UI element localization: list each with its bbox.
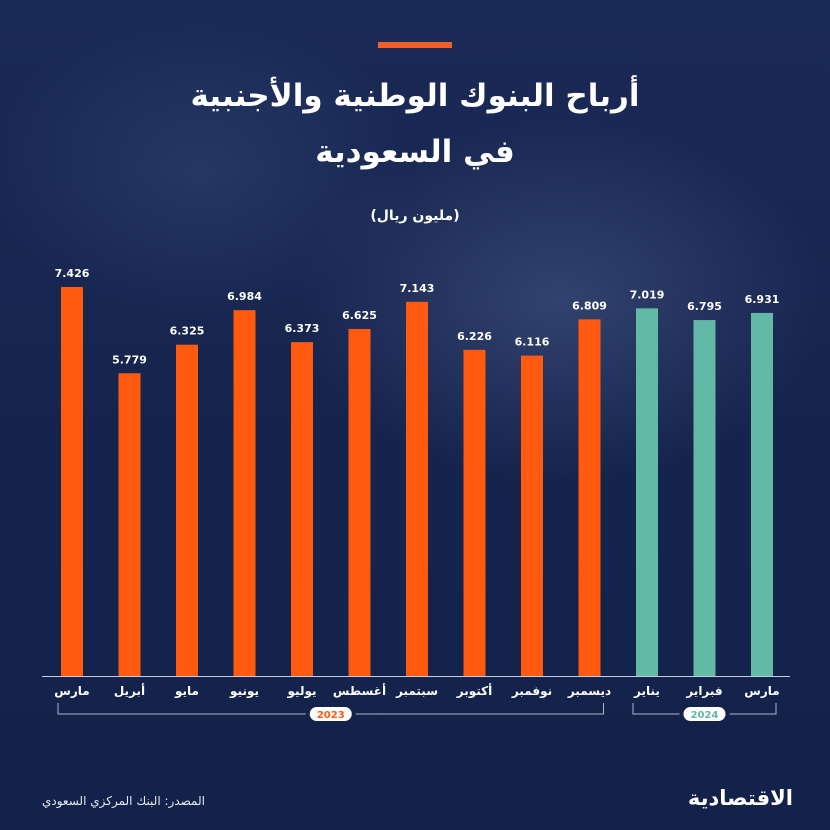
value-label: 6.325 bbox=[170, 325, 205, 338]
group-bracket-right bbox=[355, 703, 604, 715]
value-label: 7.019 bbox=[630, 288, 665, 301]
category-label: يناير bbox=[633, 684, 660, 698]
bar-أبريل bbox=[118, 373, 141, 676]
value-label: 7.426 bbox=[55, 267, 90, 280]
bar-مارس bbox=[751, 312, 773, 676]
group-bracket-right bbox=[729, 703, 777, 715]
category-label: أكتوبر bbox=[456, 683, 492, 699]
year-label: 2023 bbox=[317, 710, 345, 721]
year-pill bbox=[309, 707, 352, 721]
category-label: أغسطس bbox=[333, 683, 386, 698]
category-label: مايو bbox=[174, 684, 199, 699]
bar-فبراير bbox=[693, 320, 716, 676]
category-label: أبريل bbox=[114, 683, 145, 698]
value-label: 6.226 bbox=[457, 330, 492, 343]
bar-مارس bbox=[61, 287, 83, 676]
value-label: 6.931 bbox=[745, 293, 780, 306]
value-label: 6.795 bbox=[687, 300, 722, 313]
category-label: نوفمبر bbox=[511, 684, 552, 699]
bar-أكتوبر bbox=[463, 349, 486, 676]
category-label: مارس bbox=[54, 684, 89, 698]
category-label: يوليو bbox=[287, 684, 317, 699]
unit-label: (مليون ريال) bbox=[370, 208, 460, 224]
value-label: 6.116 bbox=[515, 336, 550, 349]
group-bracket-left bbox=[57, 703, 306, 715]
chart-title-line1: أرباح البنوك الوطنية والأجنبية bbox=[190, 78, 640, 114]
category-label: سبتمبر bbox=[395, 684, 438, 698]
value-label: 6.625 bbox=[342, 309, 377, 322]
bar-يوليو bbox=[291, 342, 313, 676]
value-label: 6.984 bbox=[227, 290, 262, 303]
value-label: 6.373 bbox=[285, 322, 320, 335]
bar-سبتمبر bbox=[406, 301, 428, 676]
year-pill bbox=[683, 707, 726, 721]
bar-مايو bbox=[176, 344, 198, 676]
bar-نوفمبر bbox=[521, 355, 543, 676]
year-label: 2024 bbox=[691, 710, 719, 721]
value-label: 6.809 bbox=[572, 299, 607, 312]
category-label: فبراير bbox=[685, 684, 722, 698]
bar-يناير bbox=[636, 308, 658, 676]
bar-يونيو bbox=[233, 310, 256, 676]
category-label: يونيو bbox=[229, 684, 259, 699]
accent-bar bbox=[378, 42, 452, 48]
category-label: مارس bbox=[744, 684, 779, 698]
value-label: 7.143 bbox=[400, 282, 435, 295]
chart-title-line2: في السعودية bbox=[315, 134, 515, 170]
value-label: 5.779 bbox=[112, 353, 147, 366]
publisher-logo: الاقتصادية bbox=[687, 786, 793, 810]
category-label: ديسمبر bbox=[567, 684, 611, 698]
group-bracket-left bbox=[632, 703, 680, 715]
bar-ديسمبر bbox=[578, 319, 601, 676]
source-note: المصدر: البنك المركزي السعودي bbox=[42, 794, 205, 808]
bar-أغسطس bbox=[348, 328, 371, 676]
